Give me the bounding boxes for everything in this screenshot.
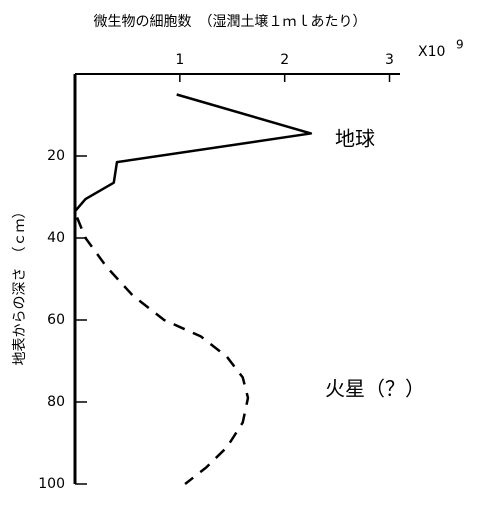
x-tick-label: 3: [385, 52, 394, 68]
y-tick-label: 40: [47, 230, 65, 246]
series-line: [75, 217, 250, 485]
chart-title: 微生物の細胞数 （湿潤土壌１ｍｌあたり）: [94, 14, 367, 30]
series-label: 地球: [335, 127, 375, 151]
series-label: 火星（？）: [325, 377, 425, 401]
y-tick-label: 20: [47, 148, 65, 164]
y-tick-label: 80: [47, 394, 65, 410]
x-tick-label: 2: [280, 52, 289, 68]
x-exponent: 9: [456, 38, 464, 52]
x-multiplier: X10: [418, 44, 445, 60]
y-axis-label: 地表からの深さ （ｃｍ）: [12, 205, 28, 366]
y-tick-label: 100: [38, 476, 65, 492]
series-line: [74, 93, 313, 213]
x-tick-label: 1: [175, 52, 184, 68]
y-tick-label: 60: [47, 312, 65, 328]
